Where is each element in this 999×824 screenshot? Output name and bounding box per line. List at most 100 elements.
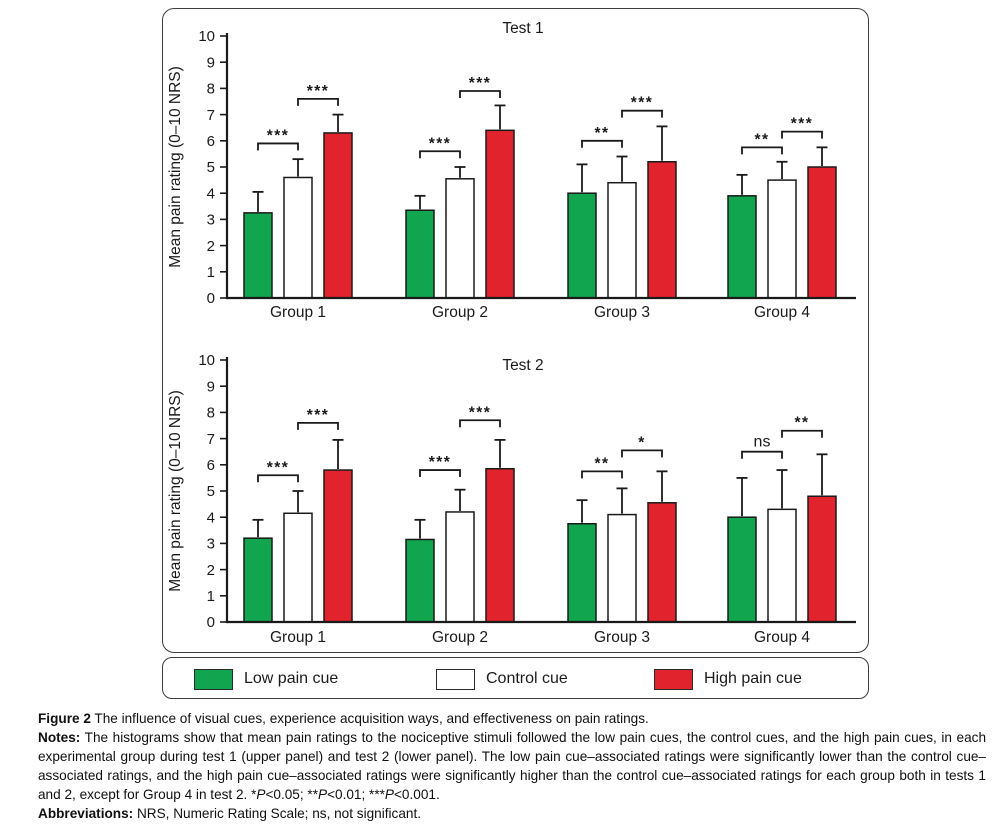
- x-category-label: Group 1: [270, 629, 326, 646]
- significance-label: ***: [631, 95, 654, 112]
- bar-high-pain-cue-group-2: [485, 129, 515, 299]
- y-tick-label: 9: [207, 378, 215, 395]
- bar-high-pain-cue-group-4: [807, 166, 837, 299]
- legend-label: Low pain cue: [244, 670, 339, 687]
- x-category-label: Group 4: [754, 304, 810, 321]
- y-axis-label: Mean pain rating (0–10 NRS): [167, 66, 184, 268]
- significance-bracket: [419, 150, 461, 159]
- significance-bracket: [581, 139, 623, 148]
- x-category-label: Group 4: [754, 629, 810, 646]
- panel-test-1: Test 1 Mean pain rating (0–10 NRS) Group 1…: [163, 9, 868, 331]
- panel-test-2: Test 2 Mean pain rating (0–10 NRS) Group 1…: [163, 331, 868, 654]
- bar-high-pain-cue-group-3: [647, 161, 677, 299]
- bar-low-pain-cue-group-4: [727, 195, 757, 299]
- significance-bracket: [741, 450, 783, 459]
- y-tick-label: 5: [207, 159, 215, 176]
- significance-label: ***: [307, 407, 330, 424]
- significance-bracket: [621, 449, 663, 458]
- y-tick-label: 4: [207, 509, 215, 526]
- y-tick-label: 5: [207, 483, 215, 500]
- significance-label: ***: [469, 404, 492, 421]
- bar-control-cue-group-3: [607, 181, 637, 299]
- y-tick-label: 7: [207, 431, 215, 448]
- x-category-label: Group 2: [432, 304, 488, 321]
- figure-caption: Figure 2 The influence of visual cues, e…: [38, 709, 986, 823]
- y-tick-label: 3: [207, 212, 215, 229]
- bar-control-cue-group-4: [767, 179, 797, 299]
- caption-notes: Notes: The histograms show that mean pai…: [38, 730, 986, 802]
- bar-high-pain-cue-group-3: [647, 502, 677, 623]
- panel-title: Test 2: [502, 357, 543, 374]
- significance-label: ***: [429, 454, 452, 471]
- bar-low-pain-cue-group-2: [405, 209, 435, 299]
- test2-bar-chart: Test 2 Mean pain rating (0–10 NRS) Group 1…: [167, 352, 856, 646]
- bar-control-cue-group-1: [283, 512, 313, 623]
- bar-high-pain-cue-group-4: [807, 495, 837, 623]
- significance-label: ***: [307, 83, 330, 100]
- y-tick-label: 9: [207, 54, 215, 71]
- bar-low-pain-cue-group-1: [243, 212, 273, 299]
- bar-low-pain-cue-group-1: [243, 537, 273, 623]
- significance-label: **: [594, 125, 609, 142]
- significance-bracket: [297, 421, 339, 430]
- significance-label: ***: [429, 135, 452, 152]
- y-tick-label: 0: [207, 614, 215, 631]
- y-tick-label: 1: [207, 588, 215, 605]
- significance-label: ***: [267, 459, 290, 476]
- legend-item-high-pain-cue: High pain cue: [654, 658, 802, 700]
- bar-high-pain-cue-group-1: [323, 132, 353, 299]
- significance-label: ***: [267, 127, 290, 144]
- x-category-label: Group 3: [594, 629, 650, 646]
- legend-item-low-pain-cue: Low pain cue: [194, 658, 338, 700]
- high-pain-cue-swatch: [654, 668, 693, 690]
- chart-legend: Low pain cue Control cue High pain cue: [162, 657, 869, 699]
- significance-bracket: [621, 109, 663, 118]
- bar-low-pain-cue-group-3: [567, 523, 597, 623]
- y-tick-label: 2: [207, 238, 215, 255]
- x-category-label: Group 1: [270, 304, 326, 321]
- significance-bracket: [781, 130, 823, 139]
- panel-title: Test 1: [502, 20, 543, 37]
- significance-bracket: [459, 419, 501, 428]
- bar-low-pain-cue-group-3: [567, 192, 597, 299]
- significance-bracket: [581, 470, 623, 479]
- y-tick-label: 7: [207, 107, 215, 124]
- significance-label: **: [594, 455, 609, 472]
- y-tick-label: 1: [207, 264, 215, 281]
- y-axis-label: Mean pain rating (0–10 NRS): [167, 390, 184, 592]
- significance-bracket: [257, 474, 299, 483]
- chart-panels-box: Test 1 Mean pain rating (0–10 NRS) Group 1…: [162, 8, 869, 653]
- significance-label: **: [794, 415, 809, 432]
- y-tick-label: 4: [207, 185, 215, 202]
- bar-control-cue-group-3: [607, 513, 637, 623]
- significance-bracket: [781, 429, 823, 438]
- significance-label: *: [638, 434, 646, 451]
- caption-figure-title: Figure 2 The influence of visual cues, e…: [38, 711, 649, 726]
- significance-label: ***: [791, 116, 814, 133]
- control-cue-swatch: [436, 668, 475, 690]
- significance-bracket: [419, 469, 461, 478]
- significance-bracket: [459, 90, 501, 99]
- y-tick-label: 6: [207, 133, 215, 150]
- legend-label: High pain cue: [704, 670, 802, 687]
- caption-abbreviations: Abbreviations: NRS, Numeric Rating Scale…: [38, 806, 422, 821]
- bar-high-pain-cue-group-2: [485, 467, 515, 623]
- test1-bar-chart: Test 1 Mean pain rating (0–10 NRS) Group 1…: [167, 20, 856, 321]
- significance-label: ns: [754, 434, 771, 451]
- legend-item-control-cue: Control cue: [436, 658, 568, 700]
- y-tick-label: 10: [198, 352, 215, 369]
- low-pain-cue-swatch: [194, 668, 233, 690]
- x-category-label: Group 2: [432, 629, 488, 646]
- bar-control-cue-group-2: [445, 178, 475, 299]
- significance-bracket: [741, 146, 783, 155]
- y-tick-label: 2: [207, 562, 215, 579]
- y-tick-label: 0: [207, 290, 215, 307]
- y-tick-label: 10: [198, 28, 215, 45]
- significance-label: **: [754, 131, 769, 148]
- y-tick-label: 6: [207, 457, 215, 474]
- legend-label: Control cue: [486, 670, 568, 687]
- significance-bracket: [257, 142, 299, 151]
- x-category-label: Group 3: [594, 304, 650, 321]
- bar-control-cue-group-4: [767, 508, 797, 623]
